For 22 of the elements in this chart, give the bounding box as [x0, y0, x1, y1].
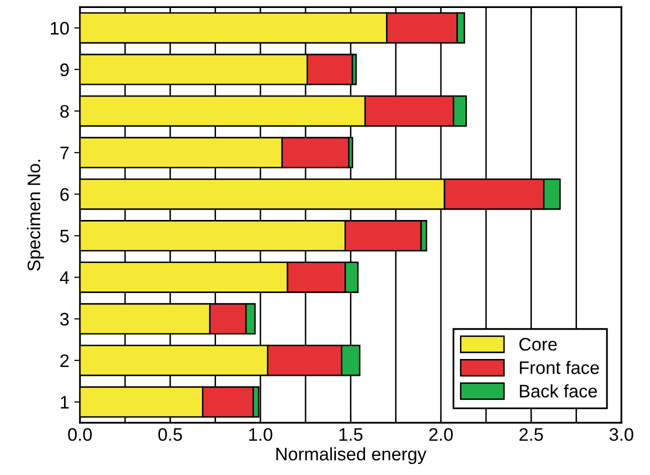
legend-label: Front face: [520, 360, 599, 374]
y-tick-label: 4: [60, 271, 70, 284]
y-tick-label: 8: [60, 104, 69, 118]
legend-label: Core: [519, 338, 557, 351]
x-tick-label: 3.0: [610, 428, 634, 441]
y-tick-label: 9: [60, 63, 69, 76]
x-tick-label: 2.0: [429, 428, 453, 441]
x-tick-label: 2.5: [520, 428, 543, 441]
y-tick-label: 1: [60, 396, 69, 409]
x-axis-title: Normalised energy: [276, 447, 426, 464]
x-tick-label: 0.0: [68, 428, 92, 441]
legend-label: Back face: [520, 384, 597, 398]
y-tick-label: 6: [60, 188, 69, 201]
y-tick-label: 5: [60, 230, 69, 242]
x-tick-label: 0.5: [158, 428, 182, 441]
x-tick-label: 1.5: [340, 428, 362, 441]
y-tick-label: 7: [60, 146, 69, 160]
y-tick-label: 2: [60, 354, 69, 367]
y-tick-label: 3: [60, 312, 69, 326]
x-tick-label: 1.0: [249, 428, 272, 441]
y-axis-title: Specimen No.: [27, 160, 44, 271]
y-tick-label: 10: [50, 22, 69, 35]
